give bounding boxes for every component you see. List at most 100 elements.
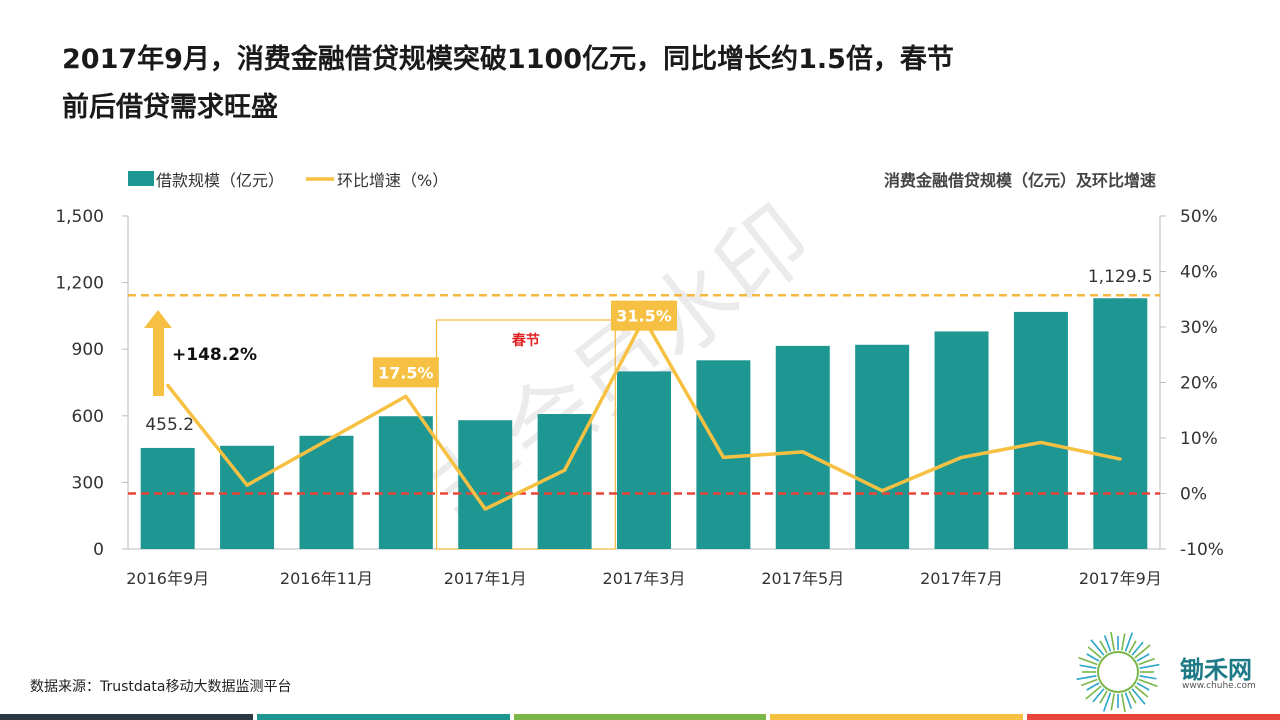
logo-ray — [1134, 644, 1151, 659]
growth-point — [880, 489, 884, 493]
logo-ray — [1128, 690, 1137, 704]
y-tick-label-left: 300 — [72, 473, 104, 493]
peak-badge-1-bg — [372, 357, 439, 388]
logo-ray — [1109, 630, 1115, 651]
footer-bar — [0, 714, 1280, 720]
bar — [140, 447, 195, 549]
growth-arrow-shaft — [153, 326, 164, 396]
x-tick-label: 2017年5月 — [761, 569, 844, 588]
bar — [775, 345, 830, 549]
growth-point — [960, 455, 964, 459]
logo-ray — [1134, 685, 1149, 698]
peak-badge-2-text: 31.5% — [616, 307, 672, 326]
logo-ray — [1086, 682, 1100, 691]
footer-segment — [770, 714, 1024, 720]
bar — [1093, 298, 1148, 549]
logo-ray — [1099, 690, 1108, 704]
logo-ray — [1121, 633, 1126, 651]
logo-ray — [1131, 688, 1146, 705]
logo-url: www.chuhe.com — [1182, 681, 1256, 691]
x-tick-label: 2017年7月 — [920, 569, 1003, 588]
logo-ray — [1139, 675, 1157, 680]
logo-ray — [1138, 657, 1155, 666]
logo-ray — [1087, 646, 1102, 659]
logo-ray — [1079, 664, 1097, 669]
y-tick-label-right: 20% — [1180, 374, 1218, 394]
growth-point — [1039, 440, 1043, 444]
bar — [378, 416, 433, 549]
growth-point — [324, 439, 328, 443]
logo-ray — [1076, 675, 1097, 681]
y-tick-label-right: 30% — [1180, 318, 1218, 338]
bar — [855, 344, 910, 549]
x-tick-label: 2017年9月 — [1079, 569, 1162, 588]
title-line-2: 前后借贷需求旺盛 — [62, 92, 278, 123]
logo-ray — [1128, 640, 1137, 654]
peak-badge-2-bg — [611, 300, 677, 331]
logo-ray — [1102, 692, 1112, 712]
bar — [934, 331, 989, 549]
title-line-1: 2017年9月，消费金融借贷规模突破1100亿元，同比增长约1.5倍，春节 — [62, 44, 954, 75]
footer-segment — [513, 714, 767, 720]
legend-label-bar: 借款规模（亿元） — [156, 171, 284, 190]
logo-ray — [1131, 641, 1144, 656]
logo-ray — [1136, 682, 1150, 691]
growth-point — [483, 507, 487, 511]
logo-ray — [1078, 656, 1098, 666]
logo-ray — [1124, 692, 1133, 709]
bar — [617, 371, 671, 549]
legend-swatch-bar — [128, 171, 154, 186]
growth-point — [404, 394, 408, 398]
x-tick-label: 2016年9月 — [126, 569, 209, 588]
logo-ray — [1090, 639, 1105, 656]
peak-badge-1-text: 17.5% — [378, 363, 434, 382]
y-tick-label-right: 40% — [1180, 263, 1218, 283]
logo-ray — [1103, 635, 1112, 652]
last-value-label: 1,129.5 — [1088, 267, 1153, 287]
logo-ray — [1138, 678, 1158, 688]
y-tick-label-left: 1,500 — [55, 207, 104, 227]
x-tick-label: 2017年1月 — [444, 569, 527, 588]
growth-point — [245, 483, 249, 487]
logo-ray — [1136, 653, 1150, 662]
y-tick-label-right: 50% — [1180, 207, 1218, 227]
y-tick-label-right: 0% — [1180, 485, 1207, 505]
logo-ray — [1121, 693, 1127, 714]
legend-label-line: 环比增速（%） — [337, 171, 448, 190]
logo-ring — [1097, 651, 1139, 693]
page-title: 2017年9月，消费金融借贷规模突破1100亿元，同比增长约1.5倍，春节 前后… — [62, 36, 1182, 132]
x-tick-label: 2017年3月 — [603, 569, 686, 588]
logo — [1060, 630, 1270, 714]
footer-segment — [1027, 714, 1280, 720]
logo-ray — [1081, 678, 1098, 687]
growth-point — [1118, 457, 1122, 461]
footer-segment — [0, 714, 253, 720]
logo-ray — [1139, 663, 1160, 669]
logo-ray — [1110, 693, 1115, 711]
first-value-label: 455.2 — [145, 415, 194, 435]
logo-ray — [1092, 688, 1105, 703]
x-tick-label: 2016年11月 — [280, 569, 373, 588]
footer-segment — [256, 714, 510, 720]
y-tick-label-left: 0 — [93, 540, 104, 560]
logo-ray — [1099, 640, 1108, 654]
y-tick-label-left: 1,200 — [55, 274, 104, 294]
logo-sunburst-icon — [1076, 630, 1160, 714]
logo-ray — [1086, 653, 1100, 662]
festival-label: 春节 — [511, 332, 540, 349]
growth-point — [801, 450, 805, 454]
logo-text: 锄禾网 — [1180, 656, 1252, 684]
festival-box — [435, 319, 616, 550]
y-tick-label-left: 600 — [72, 407, 104, 427]
growth-point — [721, 455, 725, 459]
logo-ray — [1085, 685, 1102, 700]
growth-point — [563, 468, 567, 472]
chart-title: 消费金融借贷规模（亿元）及环比增速 — [884, 171, 1156, 190]
y-tick-label-right: -10% — [1180, 540, 1224, 560]
growth-label: +148.2% — [172, 345, 257, 365]
y-tick-label-left: 900 — [72, 340, 104, 360]
logo-ray — [1124, 632, 1134, 652]
growth-point — [166, 383, 170, 387]
growth-arrow-head — [144, 310, 172, 328]
